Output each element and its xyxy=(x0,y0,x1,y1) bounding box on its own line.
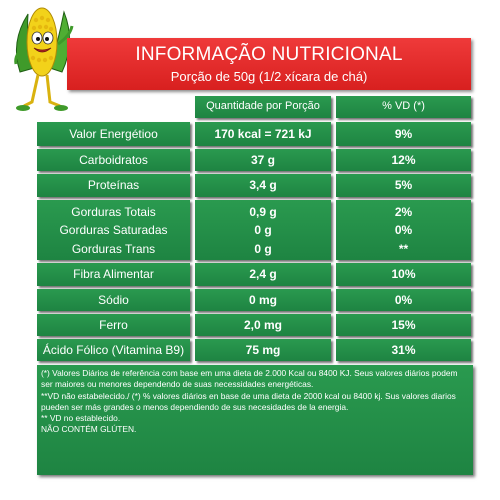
nutrient-qty-sodium-value: 0 mg xyxy=(248,293,277,307)
footnotes: (*) Valores Diários de referência com ba… xyxy=(37,365,473,475)
nutrient-dv-folic-acid-value: 31% xyxy=(391,343,416,357)
corn-mascot-icon xyxy=(14,7,74,111)
nutrient-dv-total-fat: 2% xyxy=(394,205,413,219)
nutrient-dv-energy: 9% xyxy=(336,122,471,146)
nutrient-dv-iron-value: 15% xyxy=(391,318,416,332)
nutrient-name-fats: Gorduras Totais Gorduras Saturadas Gordu… xyxy=(37,200,190,260)
nutrient-qty-energy-value: 170 kcal = 721 kJ xyxy=(214,127,312,141)
nutrient-name-sodium: Sódio xyxy=(37,289,190,311)
nutrient-qty-protein: 3,4 g xyxy=(195,174,331,197)
footnote-vd-no-establecido: ** VD no establecido. xyxy=(41,413,121,424)
nutrient-dv-energy-value: 9% xyxy=(394,127,413,141)
nutrient-dv-saturated-fat: 0% xyxy=(394,223,413,237)
nutrient-qty-folic-acid: 75 mg xyxy=(195,339,331,361)
nutrient-qty-fiber-value: 2,4 g xyxy=(249,267,277,281)
nutrient-qty-fiber: 2,4 g xyxy=(195,263,331,286)
nutrient-name-folic-acid: Ácido Fólico (Vitamina B9) xyxy=(37,339,190,361)
nutrient-name-saturated-fat: Gorduras Saturadas xyxy=(59,223,168,237)
nutrient-qty-total-fat: 0,9 g xyxy=(249,205,277,219)
nutrient-qty-iron-value: 2,0 mg xyxy=(243,318,282,332)
column-header-dv-label: % VD (*) xyxy=(382,100,425,112)
nutrient-dv-protein-value: 5% xyxy=(394,178,413,192)
nutrient-name-iron-label: Ferro xyxy=(99,318,128,332)
nutrient-name-fiber: Fibra Alimentar xyxy=(37,263,190,286)
page-title: INFORMAÇÃO NUTRICIONAL xyxy=(135,44,403,65)
nutrient-qty-sodium: 0 mg xyxy=(195,289,331,311)
gluten-free-notice: NÃO CONTÉM GLÚTEN. xyxy=(41,424,137,435)
nutrient-dv-fiber: 10% xyxy=(336,263,471,286)
column-header-quantity-label: Quantidade por Porção xyxy=(206,100,320,112)
nutrient-qty-energy: 170 kcal = 721 kJ xyxy=(195,122,331,146)
nutrient-qty-trans-fat: 0 g xyxy=(254,242,272,256)
footnote-vd-not-established: **VD não estabelecido./ (*) % valores di… xyxy=(41,390,456,412)
serving-size: Porção de 50g (1/2 xícara de chá) xyxy=(170,69,368,84)
nutrient-qty-folic-acid-value: 75 mg xyxy=(245,343,281,357)
nutrient-dv-sodium-value: 0% xyxy=(394,293,413,307)
nutrient-dv-fiber-value: 10% xyxy=(391,267,416,281)
nutrient-dv-sodium: 0% xyxy=(336,289,471,311)
nutrient-name-energy-label: Valor Energétioo xyxy=(69,127,158,141)
nutrient-dv-carbs-value: 12% xyxy=(391,153,416,167)
nutrient-qty-fats: 0,9 g 0 g 0 g xyxy=(195,200,331,260)
nutrient-name-protein-label: Proteínas xyxy=(87,178,140,192)
nutrient-dv-iron: 15% xyxy=(336,314,471,336)
nutrient-name-total-fat: Gorduras Totais xyxy=(71,205,156,219)
footnote-daily-values: (*) Valores Diários de referência com ba… xyxy=(41,368,458,390)
nutrient-dv-fats: 2% 0% ** xyxy=(336,200,471,260)
nutrient-dv-trans-fat: ** xyxy=(398,242,409,256)
nutrient-name-energy: Valor Energétioo xyxy=(37,122,190,146)
column-header-quantity: Quantidade por Porção xyxy=(195,96,331,118)
nutrient-name-carbs: Carboidratos xyxy=(37,149,190,171)
nutrient-name-iron: Ferro xyxy=(37,314,190,336)
nutrient-qty-iron: 2,0 mg xyxy=(195,314,331,336)
nutrient-dv-protein: 5% xyxy=(336,174,471,197)
nutrient-dv-carbs: 12% xyxy=(336,149,471,171)
nutrition-header: INFORMAÇÃO NUTRICIONAL Porção de 50g (1/… xyxy=(67,38,471,90)
nutrient-name-fiber-label: Fibra Alimentar xyxy=(73,267,154,281)
nutrient-name-protein: Proteínas xyxy=(37,174,190,197)
nutrient-qty-carbs: 37 g xyxy=(195,149,331,171)
nutrient-name-sodium-label: Sódio xyxy=(98,293,129,307)
column-header-dv: % VD (*) xyxy=(336,96,471,118)
nutrient-qty-saturated-fat: 0 g xyxy=(254,223,272,237)
nutrient-dv-folic-acid: 31% xyxy=(336,339,471,361)
nutrient-qty-carbs-value: 37 g xyxy=(250,153,275,167)
nutrient-name-folic-acid-label: Ácido Fólico (Vitamina B9) xyxy=(42,343,185,357)
nutrient-name-carbs-label: Carboidratos xyxy=(79,153,148,167)
nutrient-qty-protein-value: 3,4 g xyxy=(249,178,277,192)
nutrient-name-trans-fat: Gorduras Trans xyxy=(71,242,156,256)
